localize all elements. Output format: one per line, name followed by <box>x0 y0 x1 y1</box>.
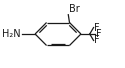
Text: F: F <box>94 35 100 45</box>
Text: F: F <box>94 23 100 33</box>
Text: F: F <box>96 29 101 39</box>
Text: H₂N: H₂N <box>2 29 21 39</box>
Text: Br: Br <box>69 4 80 14</box>
